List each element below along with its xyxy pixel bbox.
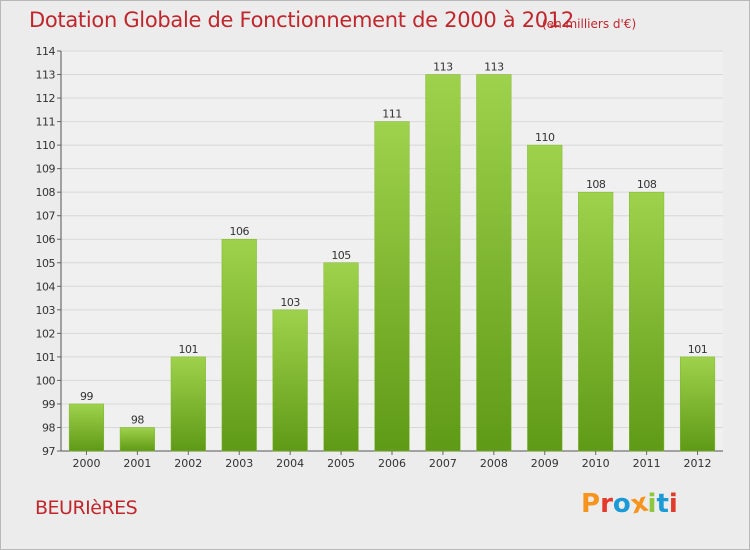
bar-2003	[221, 238, 257, 452]
bar-2004	[272, 309, 308, 452]
bar-2009	[527, 144, 563, 452]
bar-2005	[323, 262, 359, 452]
bar-2007	[425, 74, 461, 452]
bar-2002	[170, 356, 206, 452]
x-tick-label: 2004	[276, 457, 304, 470]
y-tick-label: 105	[36, 257, 56, 270]
data-label: 106	[229, 225, 249, 238]
chart-title: Dotation Globale de Fonctionnement de 20…	[29, 8, 574, 32]
x-tick-label: 2003	[225, 457, 253, 470]
data-label: 113	[433, 61, 453, 74]
proxiti-logo: Proxiti	[581, 488, 701, 529]
chart-unit: (en milliers d'€)	[542, 17, 637, 31]
data-label: 111	[382, 108, 402, 121]
bar-2000	[68, 403, 105, 452]
y-tick-label: 99	[42, 398, 55, 411]
data-label: 108	[586, 178, 606, 191]
x-tick-label: 2007	[429, 457, 457, 470]
data-label: 103	[280, 296, 300, 309]
bar-2012	[679, 356, 716, 452]
y-tick-label: 112	[36, 92, 56, 105]
y-tick-label: 98	[42, 421, 55, 434]
x-tick-label: 2006	[378, 457, 406, 470]
bar-2008	[476, 74, 512, 452]
y-tick-label: 107	[36, 210, 56, 223]
logo-letter: i	[647, 489, 657, 519]
data-label: 110	[535, 131, 555, 144]
x-tick-label: 2008	[480, 457, 508, 470]
y-tick-label: 104	[36, 280, 56, 293]
y-tick-label: 106	[36, 233, 56, 246]
bar-2011	[629, 191, 665, 452]
x-tick-label: 2009	[531, 457, 559, 470]
logo-letter: i	[668, 489, 678, 519]
y-tick-label: 102	[36, 327, 56, 340]
bar-2001	[119, 427, 155, 452]
y-tick-label: 97	[42, 445, 55, 458]
logo-letter: o	[612, 489, 631, 519]
logo-letter: P	[581, 489, 601, 519]
x-tick-label: 2012	[684, 457, 712, 470]
x-tick-label: 2002	[174, 457, 202, 470]
x-tick-label: 2005	[327, 457, 355, 470]
y-tick-label: 114	[36, 45, 56, 58]
data-label: 99	[80, 390, 93, 403]
y-tick-label: 101	[36, 351, 56, 364]
data-label: 101	[688, 343, 708, 356]
data-label: 113	[484, 61, 504, 74]
y-tick-label: 109	[36, 163, 56, 176]
data-label: 105	[331, 249, 351, 262]
bar-2006	[374, 121, 410, 452]
commune-name: BEURIèRES	[35, 497, 138, 519]
x-tick-label: 2000	[72, 457, 100, 470]
x-tick-label: 2001	[123, 457, 151, 470]
data-label: 98	[131, 413, 144, 426]
bar-2010	[578, 191, 614, 452]
y-tick-label: 110	[36, 139, 56, 152]
logo-letter: t	[656, 489, 669, 519]
data-label: 101	[179, 343, 199, 356]
data-label: 108	[637, 178, 657, 191]
x-tick-label: 2011	[633, 457, 661, 470]
logo-letter: r	[600, 489, 613, 519]
y-tick-label: 111	[36, 116, 56, 129]
y-tick-label: 100	[36, 374, 56, 387]
x-tick-label: 2010	[582, 457, 610, 470]
y-tick-label: 113	[36, 69, 56, 82]
y-tick-label: 103	[36, 304, 56, 317]
y-tick-label: 108	[36, 186, 56, 199]
